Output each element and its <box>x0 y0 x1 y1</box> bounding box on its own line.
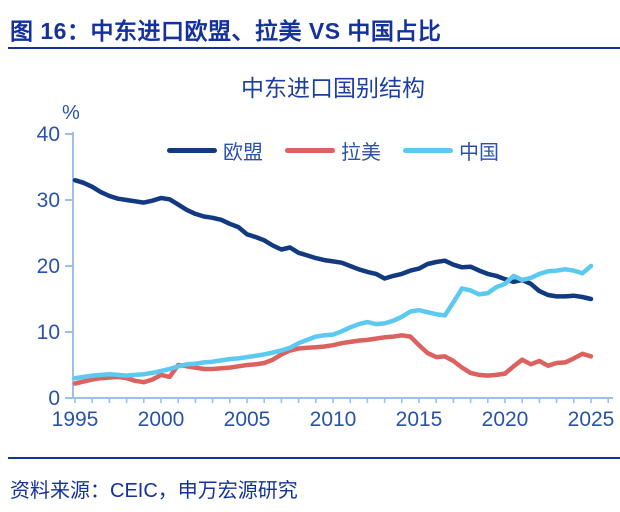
y-tick-label: 0 <box>48 387 60 410</box>
legend-label-china: 中国 <box>459 141 499 164</box>
figure-title: 图 16：中东进口欧盟、拉美 VS 中国占比 <box>10 18 442 44</box>
legend-swatch-latam <box>285 147 335 153</box>
chart-title: 中东进口国别结构 <box>241 75 425 101</box>
y-tick-label: 10 <box>37 321 60 344</box>
y-tick-label: 40 <box>37 123 60 146</box>
series-line-latam <box>72 333 594 386</box>
y-tick-label: 30 <box>37 189 60 212</box>
series-line-china <box>72 263 594 381</box>
y-tick-label: 20 <box>37 255 60 278</box>
legend-item-china: 中国 <box>403 136 499 165</box>
footer-divider <box>8 457 620 459</box>
legend-item-latam: 拉美 <box>285 136 381 165</box>
legend-item-eu: 欧盟 <box>167 136 263 165</box>
x-tick-label: 2025 <box>568 408 615 431</box>
x-tick-label: 2005 <box>224 408 271 431</box>
header-divider <box>8 47 620 49</box>
x-tick-label: 1995 <box>52 408 99 431</box>
legend-label-latam: 拉美 <box>341 141 381 164</box>
x-tick-label: 2020 <box>482 408 529 431</box>
series-line-eu <box>72 177 594 302</box>
chart-legend: 欧盟 拉美 中国 <box>73 136 593 165</box>
legend-label-eu: 欧盟 <box>223 141 263 164</box>
source-note: 资料来源：CEIC，申万宏源研究 <box>10 480 298 502</box>
legend-swatch-eu <box>167 147 217 153</box>
x-tick-label: 2010 <box>310 408 357 431</box>
x-tick-label: 2015 <box>396 408 443 431</box>
y-axis-unit-label: % <box>62 102 80 124</box>
legend-swatch-china <box>403 147 453 153</box>
x-tick-label: 2000 <box>138 408 185 431</box>
